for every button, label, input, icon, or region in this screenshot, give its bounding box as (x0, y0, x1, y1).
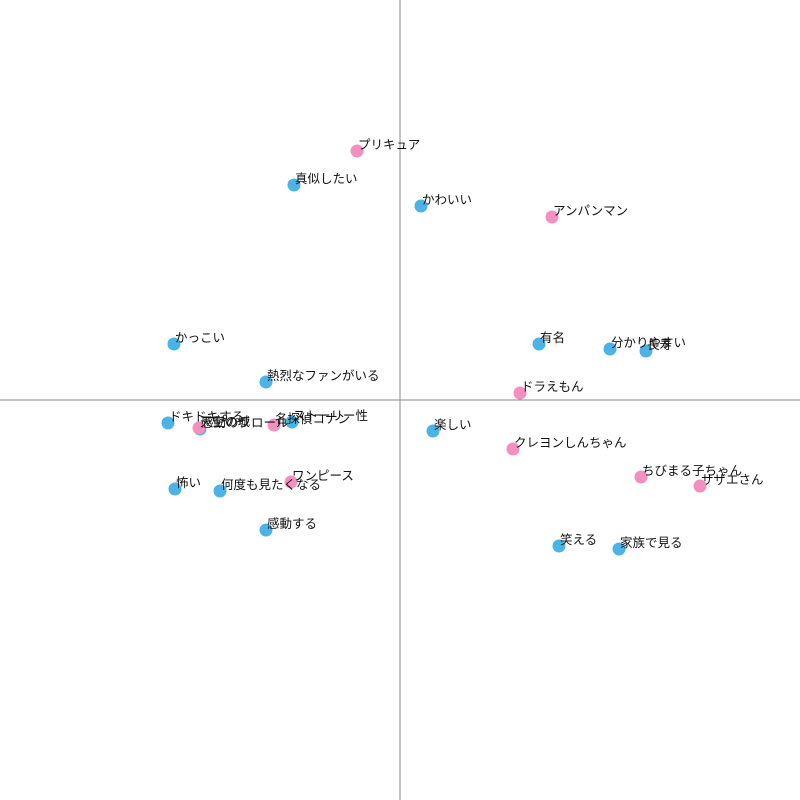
data-point (168, 482, 182, 496)
data-point (284, 475, 298, 489)
data-point (287, 178, 301, 192)
data-label: 笑える (560, 532, 597, 547)
data-label: サザエさん (701, 472, 764, 487)
data-label: ワンピース (292, 468, 354, 483)
data-label: 感動のクロール (201, 415, 289, 430)
data-label: ストーリー性 (293, 408, 368, 423)
data-label: 有名 (540, 330, 565, 345)
data-point (426, 424, 440, 438)
data-point (350, 144, 364, 158)
data-label: 家族で見る (620, 535, 683, 550)
data-label: クレヨンしんちゃん (514, 435, 627, 450)
data-point (552, 539, 566, 553)
data-point (167, 337, 181, 351)
data-point (259, 523, 273, 537)
data-point (532, 337, 546, 351)
data-point (161, 416, 175, 430)
data-label: 楽しい (434, 417, 472, 432)
data-point (506, 442, 520, 456)
data-label: 分かりやすい (611, 335, 686, 350)
data-label: 天空の城 (200, 414, 251, 429)
data-label: かっこい (175, 330, 225, 345)
data-point (267, 418, 281, 432)
data-label: ドキドキする (169, 409, 244, 424)
data-point (634, 470, 648, 484)
data-label: 何度も見たくなる (221, 477, 321, 492)
data-point (603, 342, 617, 356)
data-point (693, 479, 707, 493)
data-label: ドラえもん (521, 379, 584, 394)
data-point (639, 344, 653, 358)
data-label: 感動する (267, 516, 317, 531)
data-label: かわいい (422, 192, 472, 207)
data-label: 名探偵コナン (275, 411, 350, 426)
data-point (259, 375, 273, 389)
data-points (161, 144, 707, 556)
data-label: 長寿 (647, 337, 672, 352)
data-point (414, 199, 428, 213)
data-point (192, 421, 206, 435)
data-label: プリキュア (358, 137, 420, 152)
data-label: 熱烈なファンがいる (267, 368, 380, 383)
data-point (213, 484, 227, 498)
data-point (285, 415, 299, 429)
data-point (612, 542, 626, 556)
data-label: アンパンマン (553, 203, 628, 218)
data-point (513, 386, 527, 400)
data-label: ちびまる子ちゃん (642, 463, 742, 478)
data-point (545, 210, 559, 224)
data-label: 真似したい (295, 171, 358, 186)
data-label: 怖い (176, 475, 201, 490)
